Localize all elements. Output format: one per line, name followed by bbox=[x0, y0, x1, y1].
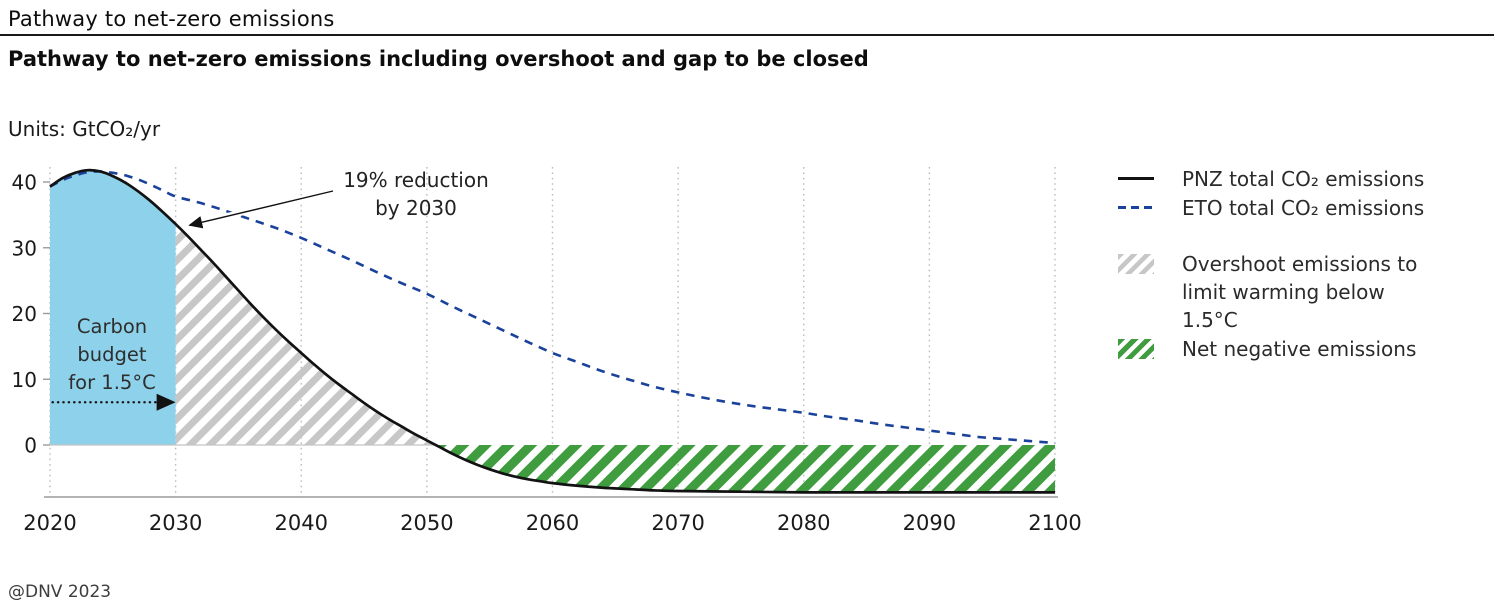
eto-curve bbox=[49, 170, 1056, 445]
legend-item-overshoot: Overshoot emissions to limit warming bel… bbox=[1118, 250, 1490, 334]
carbon-budget-arrowhead bbox=[156, 393, 176, 411]
legend: PNZ total CO₂ emissions ETO total CO₂ em… bbox=[1118, 164, 1490, 363]
units-label: Units: GtCO₂/yr bbox=[8, 117, 161, 141]
carbon-budget-label-line2: budget bbox=[77, 343, 146, 366]
chart-title: Pathway to net-zero emissions including … bbox=[8, 47, 869, 71]
x-tick-label-2020: 2020 bbox=[23, 511, 76, 535]
carbon-budget-label-line3: for 1.5°C bbox=[68, 371, 155, 394]
x-tick-label-2080: 2080 bbox=[777, 511, 830, 535]
pnz-curve bbox=[49, 168, 1055, 494]
reduction-annotation-line1: 19% reduction bbox=[343, 168, 489, 192]
x-tick-label-2090: 2090 bbox=[903, 511, 956, 535]
page-title: Pathway to net-zero emissions bbox=[8, 7, 335, 31]
carbon-budget-label-line1: Carbon bbox=[77, 315, 147, 338]
legend-label-overshoot: Overshoot emissions to limit warming bel… bbox=[1182, 252, 1418, 332]
net-negative-area bbox=[435, 445, 1055, 493]
carbon-budget-area bbox=[50, 170, 176, 446]
x-tick-label-2100: 2100 bbox=[1028, 511, 1081, 535]
y-tick-label-20: 20 bbox=[12, 302, 37, 326]
chart-area: 0 10 20 30 40 2020 2030 2040 2050 2060 2070 2080 209… bbox=[0, 155, 1100, 545]
reduction-annotation-line2: by 2030 bbox=[375, 196, 457, 220]
y-tick-label-40: 40 bbox=[12, 171, 37, 195]
y-tick-label-0: 0 bbox=[24, 434, 37, 458]
legend-label-pnz: PNZ total CO₂ emissions bbox=[1182, 166, 1425, 191]
x-tick-label-2040: 2040 bbox=[275, 511, 328, 535]
green-hatch-swatch bbox=[1118, 338, 1154, 359]
x-tick-label-2060: 2060 bbox=[526, 511, 579, 535]
x-tick-label-2030: 2030 bbox=[149, 511, 202, 535]
title-divider bbox=[0, 34, 1494, 36]
y-tick-label-10: 10 bbox=[12, 368, 37, 392]
legend-item-eto: ETO total CO₂ emissions bbox=[1118, 193, 1490, 222]
legend-label-net-negative: Net negative emissions bbox=[1182, 336, 1417, 361]
x-tick-label-2070: 2070 bbox=[651, 511, 704, 535]
gray-hatch-swatch bbox=[1118, 254, 1154, 274]
reduction-arrow bbox=[188, 190, 334, 229]
x-tick-label-2050: 2050 bbox=[400, 511, 453, 535]
legend-label-eto: ETO total CO₂ emissions bbox=[1182, 195, 1425, 220]
legend-item-net-negative: Net negative emissions bbox=[1118, 334, 1490, 363]
copyright: @DNV 2023 bbox=[8, 582, 112, 602]
legend-spacer bbox=[1118, 222, 1490, 250]
solid-line-swatch bbox=[1118, 177, 1154, 180]
dashed-line-swatch bbox=[1118, 206, 1154, 209]
y-tick-label-30: 30 bbox=[12, 236, 37, 260]
overshoot-area bbox=[175, 224, 436, 445]
legend-item-pnz: PNZ total CO₂ emissions bbox=[1118, 164, 1490, 193]
